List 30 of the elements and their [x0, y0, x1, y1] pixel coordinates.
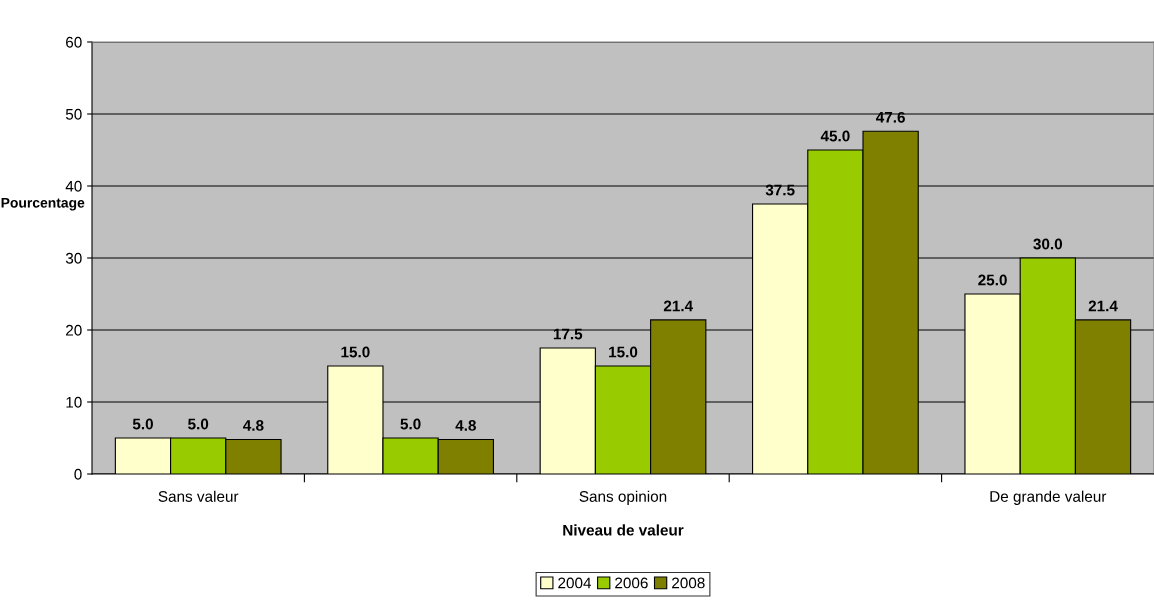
x-tick-label: Sans valeur — [158, 490, 239, 502]
y-tick-label: 40 — [65, 180, 82, 192]
data-label: 21.4 — [663, 300, 694, 312]
y-tick-label: 0 — [74, 468, 82, 480]
data-label: 21.4 — [1088, 300, 1118, 312]
data-label: 17.5 — [553, 328, 583, 340]
x-axis-title: Niveau de valeur — [563, 524, 684, 536]
data-label: 5.0 — [400, 418, 421, 430]
data-label: 45.0 — [820, 130, 850, 142]
y-tick-label: 30 — [65, 252, 82, 264]
data-label: 15.0 — [609, 346, 638, 358]
y-tick-label: 10 — [66, 396, 82, 408]
y-tick-label: 20 — [66, 324, 82, 336]
data-label: 4.8 — [455, 420, 476, 431]
data-label: 37.5 — [765, 184, 795, 196]
y-tick-label: 60 — [66, 36, 82, 48]
data-label: 5.0 — [188, 418, 209, 430]
data-label: 47.6 — [875, 111, 905, 123]
y-axis-title: Pourcentage — [1, 197, 85, 211]
data-label: 25.0 — [978, 274, 1007, 286]
legend-label: 2006 — [615, 577, 648, 589]
data-label: 5.0 — [132, 418, 153, 430]
y-tick-label: 50 — [65, 108, 82, 120]
x-tick-label: De grande valeur — [990, 490, 1107, 505]
x-tick-label: Sans opinion — [579, 490, 667, 505]
data-label: 30.0 — [1033, 238, 1063, 250]
legend-label: 2008 — [672, 577, 705, 589]
data-label: 15.0 — [341, 346, 370, 358]
data-label: 4.8 — [243, 420, 264, 431]
legend-label: 2004 — [558, 577, 592, 589]
